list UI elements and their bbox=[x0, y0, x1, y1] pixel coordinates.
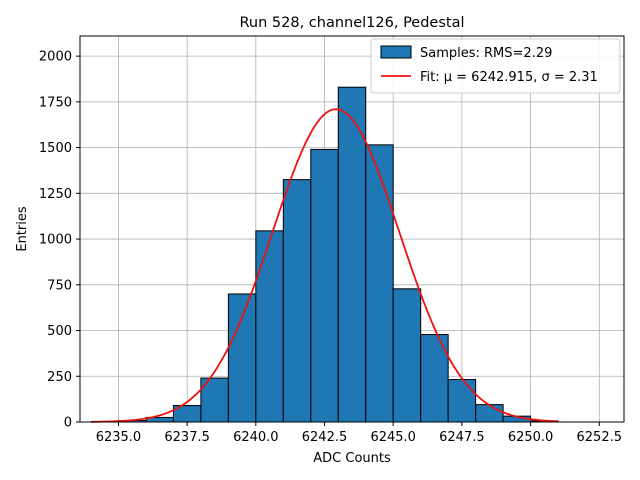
x-tick-label: 6245.0 bbox=[370, 430, 416, 445]
x-tick-label: 6252.5 bbox=[577, 430, 623, 445]
y-tick-label: 1250 bbox=[39, 187, 72, 202]
plot-frame bbox=[79, 35, 625, 423]
histogram-bar bbox=[227, 293, 257, 423]
fit-curve bbox=[90, 108, 559, 423]
x-axis-ticks: 6235.0 6237.5 6240.0 6242.5 6245.0 6247.5 6250… bbox=[96, 422, 622, 445]
x-axis-label: ADC Counts bbox=[313, 451, 391, 466]
histogram-bar bbox=[475, 404, 504, 423]
x-tick-label: 6242.5 bbox=[302, 430, 348, 445]
histogram-bar bbox=[255, 230, 284, 423]
y-tick-label: 2000 bbox=[39, 50, 72, 65]
legend-samples-swatch bbox=[380, 45, 412, 59]
y-tick-label: 1750 bbox=[39, 95, 72, 110]
x-tick-label: 6247.5 bbox=[439, 430, 485, 445]
x-tick-label: 6240.0 bbox=[233, 430, 279, 445]
x-tick-label: 6250.0 bbox=[508, 430, 554, 445]
x-tick-label: 6235.0 bbox=[96, 430, 142, 445]
y-tick-label: 0 bbox=[64, 416, 72, 431]
histogram-bar bbox=[392, 288, 422, 423]
histogram-bars bbox=[117, 86, 559, 423]
legend: Samples: RMS=2.29 Fit: μ = 6242.915, σ =… bbox=[370, 38, 621, 94]
histogram-bar bbox=[447, 379, 477, 423]
y-axis-label: Entries bbox=[15, 206, 30, 252]
y-tick-label: 1500 bbox=[39, 141, 72, 156]
chart-title: Run 528, channel126, Pedestal bbox=[239, 15, 464, 31]
histogram-bar bbox=[310, 148, 339, 423]
histogram-bar bbox=[365, 144, 394, 423]
legend-fit-label: Fit: μ = 6242.915, σ = 2.31 bbox=[420, 70, 598, 85]
y-tick-label: 1000 bbox=[39, 233, 72, 248]
y-tick-label: 500 bbox=[47, 324, 72, 339]
histogram-bar bbox=[337, 86, 367, 423]
legend-samples-label: Samples: RMS=2.29 bbox=[420, 46, 552, 61]
y-axis-ticks: 0 250 500 750 1000 1250 1500 1750 2000 bbox=[39, 50, 80, 431]
y-tick-label: 250 bbox=[47, 370, 72, 385]
fit-curve-group bbox=[90, 108, 559, 423]
x-tick-label: 6237.5 bbox=[164, 430, 210, 445]
y-tick-label: 750 bbox=[47, 278, 72, 293]
histogram-bar bbox=[282, 179, 312, 423]
legend-box bbox=[370, 38, 621, 94]
